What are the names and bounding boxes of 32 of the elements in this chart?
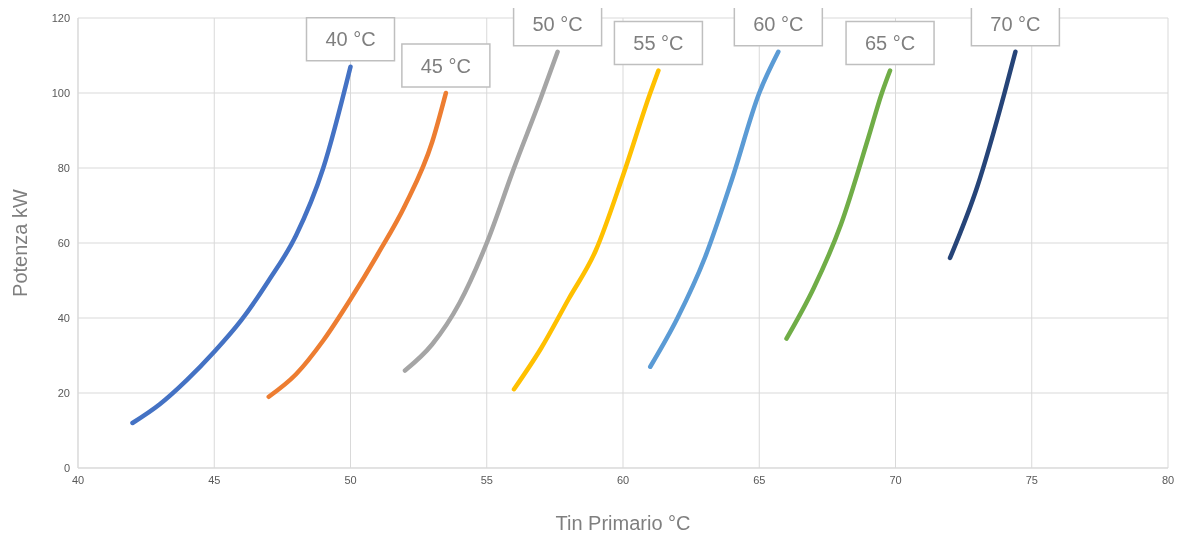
- x-axis-title: Tin Primario °C: [555, 512, 691, 534]
- line-series: [266, 90, 449, 399]
- y-tick-label: 40: [57, 311, 70, 324]
- series-label: 50 °C: [532, 13, 583, 36]
- y-tick-label: 100: [51, 86, 70, 99]
- series-label: 45 °C: [420, 54, 471, 77]
- line-series: [130, 64, 353, 426]
- series-label: 65 °C: [864, 32, 916, 54]
- y-tick-label: 0: [63, 461, 70, 474]
- x-tick-label: 55: [480, 473, 493, 486]
- x-tick-label: 40: [71, 473, 85, 486]
- x-tick-label: 75: [1025, 473, 1038, 486]
- y-tick-label: 20: [57, 386, 70, 399]
- y-tick-label: 120: [51, 11, 70, 24]
- x-tick-label: 60: [616, 473, 630, 486]
- series-label: 40 °C: [325, 28, 376, 51]
- x-tick-label: 65: [753, 473, 766, 486]
- series-label: 60 °C: [753, 13, 804, 36]
- x-tick-label: 45: [208, 473, 221, 486]
- x-tick-label: 50: [344, 473, 357, 486]
- series-label: 70 °C: [990, 13, 1041, 36]
- line-series: [784, 68, 893, 341]
- line-series: [511, 68, 661, 392]
- x-tick-label: 70: [889, 473, 902, 486]
- line-series: [947, 49, 1018, 261]
- y-tick-label: 60: [57, 236, 70, 249]
- line-series: [402, 49, 560, 373]
- y-axis-title: Potenza kW: [9, 188, 32, 297]
- x-tick-label: 80: [1161, 473, 1175, 486]
- line-series: [648, 49, 781, 369]
- series-label: 55 °C: [633, 32, 684, 54]
- y-tick-label: 80: [57, 161, 70, 174]
